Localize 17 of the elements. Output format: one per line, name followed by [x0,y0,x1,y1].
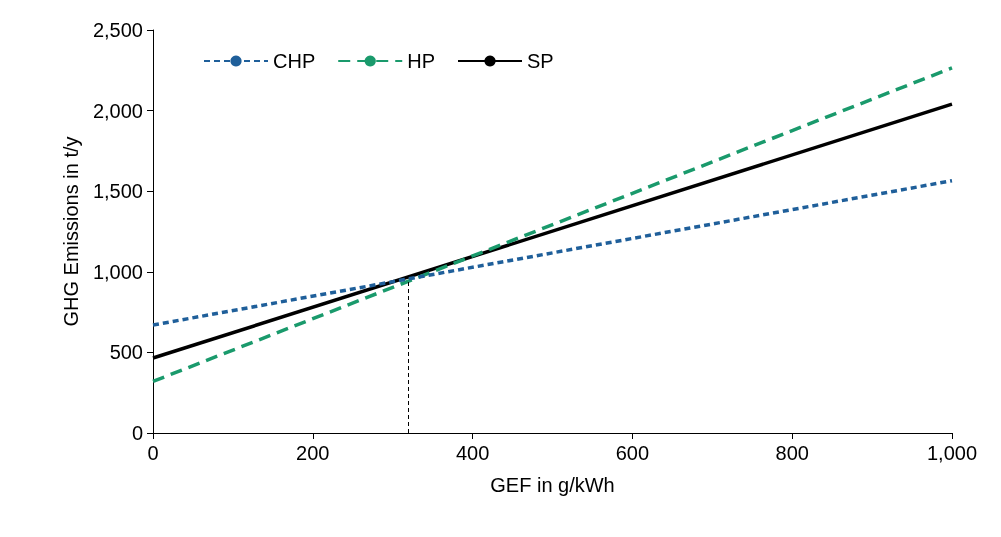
x-tick-label: 200 [296,442,330,464]
legend-label: HP [407,50,436,72]
y-tick-label: 1,500 [92,180,143,203]
x-tick-label: 600 [615,442,650,464]
legend-label: CHP [273,50,316,72]
y-tick-label: 500 [109,341,143,364]
x-tick-label: 1,000 [926,442,978,464]
x-tick-label: 800 [775,442,809,464]
x-tick-label: 0 [147,442,159,464]
y-tick-label: 2,000 [92,99,143,122]
y-tick-label: 2,500 [92,19,143,41]
y-tick-label: 0 [131,422,143,444]
x-axis-title: GEF in g/kWh [490,474,615,496]
legend-label: SP [527,50,554,72]
x-tick-label: 400 [455,442,490,464]
y-tick-label: 1,000 [92,260,143,283]
y-axis-title: GHG Emissions in t/y [60,136,82,327]
